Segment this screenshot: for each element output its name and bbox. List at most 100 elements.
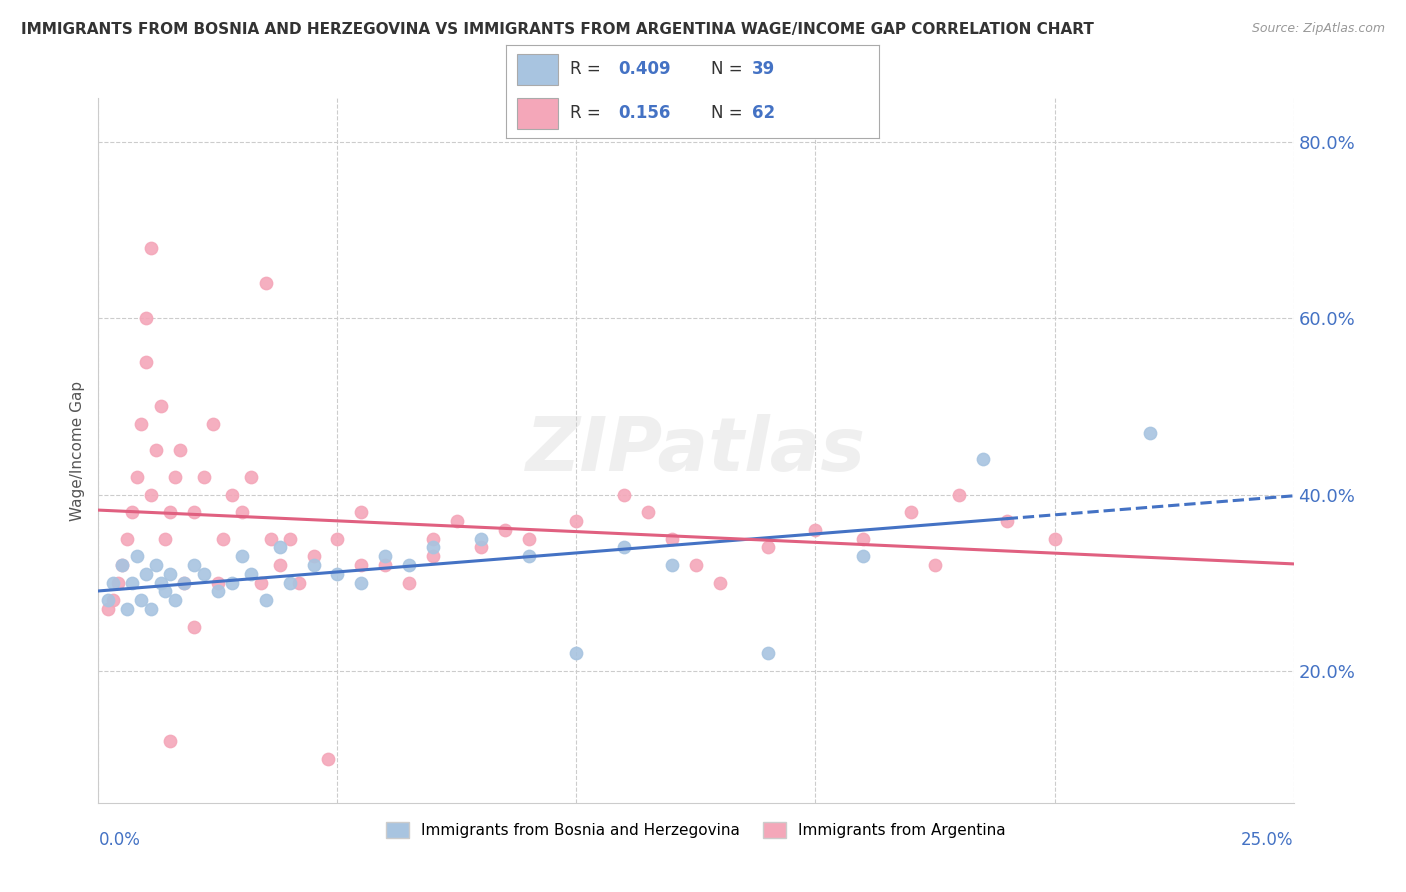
Point bbox=[302, 558, 325, 572]
Point bbox=[804, 523, 827, 537]
Point bbox=[924, 558, 946, 572]
Point bbox=[163, 593, 186, 607]
Point bbox=[111, 558, 134, 572]
Point bbox=[900, 505, 922, 519]
Point bbox=[326, 566, 349, 581]
Point bbox=[278, 575, 301, 590]
Point bbox=[470, 541, 492, 555]
Point bbox=[661, 532, 683, 546]
Point bbox=[211, 532, 233, 546]
Text: IMMIGRANTS FROM BOSNIA AND HERZEGOVINA VS IMMIGRANTS FROM ARGENTINA WAGE/INCOME : IMMIGRANTS FROM BOSNIA AND HERZEGOVINA V… bbox=[21, 22, 1094, 37]
Point bbox=[193, 566, 215, 581]
Text: 25.0%: 25.0% bbox=[1241, 831, 1294, 849]
Point bbox=[685, 558, 707, 572]
Text: N =: N = bbox=[711, 60, 748, 78]
Point bbox=[193, 470, 215, 484]
Point bbox=[852, 532, 875, 546]
Point bbox=[613, 487, 636, 501]
Point bbox=[240, 566, 263, 581]
Point bbox=[207, 584, 229, 599]
Point bbox=[139, 241, 162, 255]
Text: N =: N = bbox=[711, 104, 748, 122]
Point bbox=[163, 470, 186, 484]
Legend: Immigrants from Bosnia and Herzegovina, Immigrants from Argentina: Immigrants from Bosnia and Herzegovina, … bbox=[380, 816, 1012, 845]
Point bbox=[231, 549, 253, 564]
Point bbox=[398, 558, 420, 572]
Point bbox=[350, 558, 373, 572]
Text: Source: ZipAtlas.com: Source: ZipAtlas.com bbox=[1251, 22, 1385, 36]
Point bbox=[231, 505, 253, 519]
Y-axis label: Wage/Income Gap: Wage/Income Gap bbox=[69, 380, 84, 521]
Point bbox=[145, 558, 167, 572]
Point bbox=[972, 452, 994, 467]
Point bbox=[173, 575, 195, 590]
Text: 0.409: 0.409 bbox=[619, 60, 671, 78]
Point bbox=[121, 505, 143, 519]
Point bbox=[422, 549, 444, 564]
Point bbox=[398, 575, 420, 590]
Text: 0.0%: 0.0% bbox=[98, 831, 141, 849]
FancyBboxPatch shape bbox=[517, 98, 558, 129]
Point bbox=[121, 575, 143, 590]
Text: R =: R = bbox=[569, 104, 606, 122]
Point bbox=[183, 619, 205, 633]
Text: 62: 62 bbox=[752, 104, 775, 122]
Point bbox=[135, 355, 157, 369]
Point bbox=[183, 558, 205, 572]
Point bbox=[350, 575, 373, 590]
Point bbox=[948, 487, 970, 501]
Point bbox=[269, 558, 291, 572]
Point bbox=[97, 602, 120, 616]
Point bbox=[288, 575, 311, 590]
Point bbox=[517, 532, 540, 546]
Point bbox=[149, 575, 172, 590]
Point bbox=[155, 532, 177, 546]
Point bbox=[565, 646, 588, 660]
Point bbox=[221, 575, 243, 590]
FancyBboxPatch shape bbox=[517, 54, 558, 85]
Point bbox=[1139, 425, 1161, 440]
Point bbox=[709, 575, 731, 590]
Point bbox=[169, 443, 191, 458]
Point bbox=[155, 584, 177, 599]
Point bbox=[221, 487, 243, 501]
Point bbox=[125, 549, 148, 564]
Point bbox=[637, 505, 659, 519]
Point bbox=[995, 514, 1018, 528]
Point bbox=[131, 417, 153, 431]
Point bbox=[350, 505, 373, 519]
Point bbox=[756, 646, 779, 660]
Point bbox=[159, 566, 181, 581]
Point bbox=[302, 549, 325, 564]
Point bbox=[131, 593, 153, 607]
Point bbox=[207, 575, 229, 590]
Point bbox=[125, 470, 148, 484]
Point bbox=[756, 541, 779, 555]
Point bbox=[139, 602, 162, 616]
Point bbox=[517, 549, 540, 564]
Point bbox=[494, 523, 516, 537]
Point bbox=[661, 558, 683, 572]
Point bbox=[259, 532, 281, 546]
Point bbox=[254, 276, 277, 290]
Point bbox=[135, 311, 157, 326]
Point bbox=[101, 593, 124, 607]
Point bbox=[135, 566, 157, 581]
Point bbox=[111, 558, 134, 572]
Point bbox=[159, 505, 181, 519]
Text: R =: R = bbox=[569, 60, 606, 78]
Point bbox=[139, 487, 162, 501]
Point bbox=[240, 470, 263, 484]
Point bbox=[97, 593, 120, 607]
Point bbox=[202, 417, 225, 431]
Point bbox=[107, 575, 129, 590]
Point bbox=[316, 752, 339, 766]
Text: 0.156: 0.156 bbox=[619, 104, 671, 122]
Point bbox=[565, 514, 588, 528]
Point bbox=[278, 532, 301, 546]
Point bbox=[183, 505, 205, 519]
Point bbox=[470, 532, 492, 546]
Point bbox=[613, 541, 636, 555]
Point bbox=[250, 575, 273, 590]
Point bbox=[374, 558, 396, 572]
